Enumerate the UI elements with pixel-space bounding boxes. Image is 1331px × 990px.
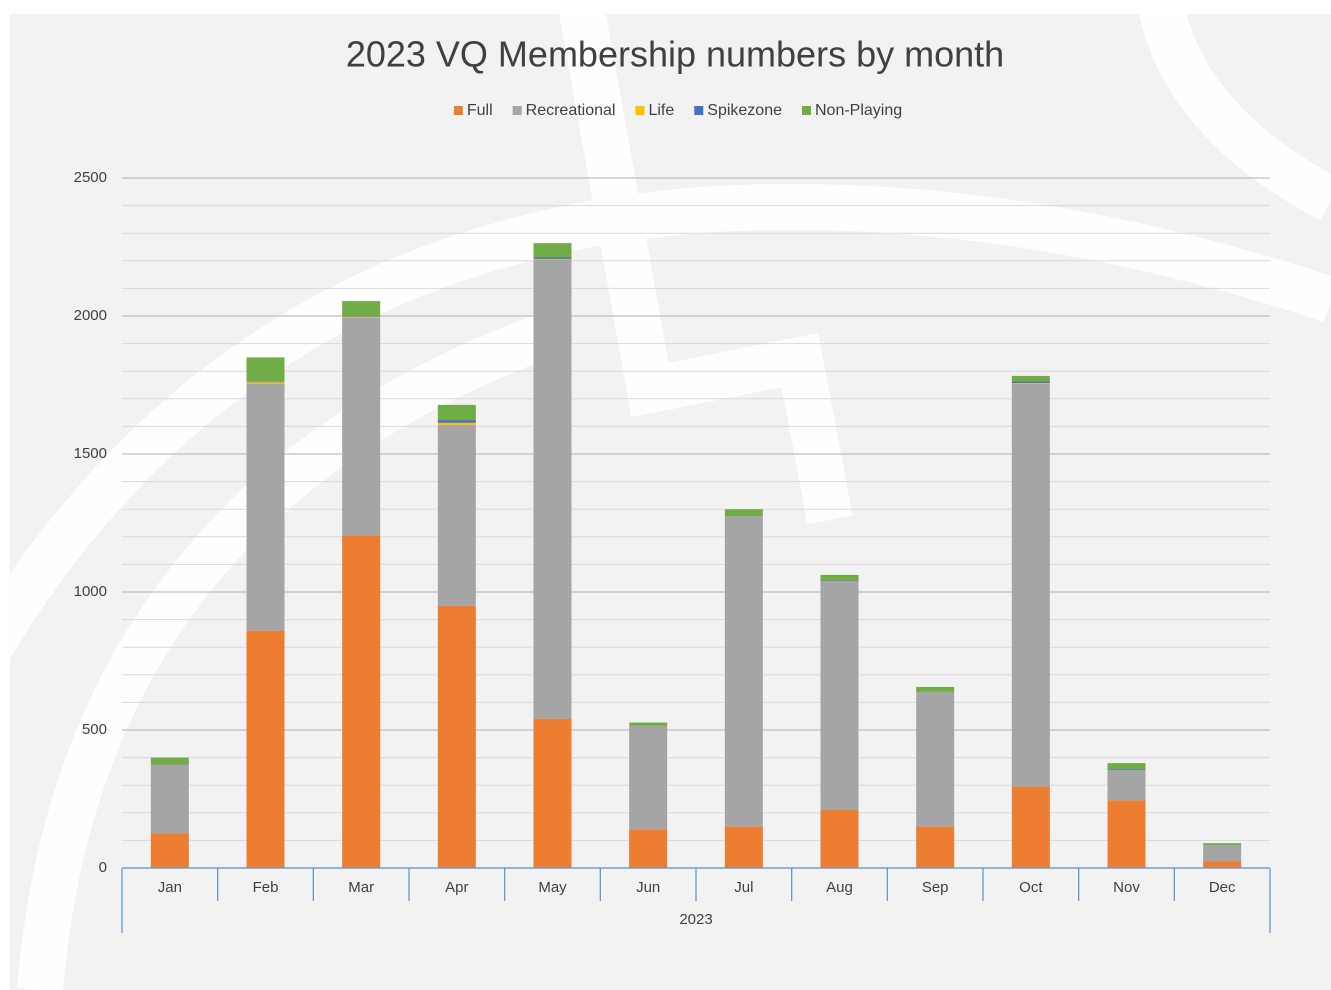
bar-segment — [534, 259, 572, 719]
bar-segment — [342, 317, 380, 535]
bar-segment — [629, 829, 667, 868]
bar-segment — [629, 726, 667, 830]
bar-segment — [247, 382, 285, 383]
bar-segment — [151, 758, 189, 765]
bar-segment — [1012, 381, 1050, 383]
bar-segment — [1203, 845, 1241, 861]
x-tick-label: Apr — [445, 879, 468, 896]
bar-segment — [438, 405, 476, 420]
x-tick-label: Oct — [1019, 879, 1043, 896]
y-tick-label: 0 — [99, 859, 107, 876]
legend-label: Spikezone — [707, 102, 782, 119]
bar-segment — [438, 425, 476, 606]
bar-segment — [1012, 384, 1050, 787]
x-tick-label: Dec — [1209, 879, 1236, 896]
chart-title: 2023 VQ Membership numbers by month — [346, 34, 1004, 75]
bar-segment — [821, 581, 859, 810]
legend-swatch — [454, 106, 463, 115]
bar-segment — [534, 259, 572, 260]
bar-segment — [821, 810, 859, 868]
bar-segment — [1203, 843, 1241, 845]
legend-label: Full — [467, 102, 493, 119]
x-tick-label: May — [538, 879, 567, 896]
x-tick-label: Nov — [1113, 879, 1140, 896]
x-tick-label: Jul — [734, 879, 753, 896]
bar-segment — [1012, 787, 1050, 868]
bar-segment — [1012, 383, 1050, 384]
bar-segment — [725, 509, 763, 516]
bar-segment — [629, 723, 667, 726]
y-tick-label: 2500 — [74, 169, 107, 186]
x-tick-label: Mar — [348, 879, 374, 896]
x-tick-label: Aug — [826, 879, 853, 896]
x-tick-label: Jan — [158, 879, 182, 896]
bar-segment — [916, 827, 954, 868]
bar-segment — [1108, 763, 1146, 769]
group-label: 2023 — [679, 911, 712, 928]
legend-swatch — [802, 106, 811, 115]
bar-segment — [247, 382, 285, 383]
chart: 2023 VQ Membership numbers by month Full… — [0, 0, 1331, 990]
bar-segment — [1108, 770, 1146, 800]
y-tick-label: 1000 — [74, 583, 107, 600]
y-tick-label: 1500 — [74, 445, 107, 462]
legend-swatch — [513, 106, 522, 115]
bar-segment — [916, 687, 954, 692]
bar-segment — [1203, 861, 1241, 868]
bar-segment — [534, 243, 572, 257]
bar-segment — [247, 357, 285, 381]
bar-segment — [821, 575, 859, 581]
legend-swatch — [635, 106, 644, 115]
y-tick-label: 2000 — [74, 307, 107, 324]
bar-segment — [342, 317, 380, 318]
x-tick-label: Jun — [636, 879, 660, 896]
legend-label: Life — [648, 102, 674, 119]
x-tick-label: Feb — [253, 879, 279, 896]
bar-segment — [247, 384, 285, 631]
bar-segment — [725, 516, 763, 827]
bar-segment — [534, 719, 572, 868]
bar-segment — [1108, 800, 1146, 868]
legend-label: Non-Playing — [815, 102, 902, 119]
bar-segment — [151, 834, 189, 869]
bar-segment — [1108, 769, 1146, 770]
bar-segment — [342, 301, 380, 316]
y-tick-label: 500 — [82, 721, 107, 738]
bar-segment — [534, 257, 572, 258]
bar-segment — [725, 827, 763, 868]
bar-segment — [247, 631, 285, 868]
legend-label: Recreational — [526, 102, 616, 119]
bar-segment — [151, 765, 189, 834]
bar-segment — [342, 316, 380, 317]
x-tick-label: Sep — [922, 879, 949, 896]
bar-segment — [438, 606, 476, 868]
bar-segment — [438, 420, 476, 423]
bar-segment — [342, 535, 380, 868]
bar-segment — [438, 423, 476, 425]
bar-segment — [1012, 376, 1050, 382]
page: {"chart_data": {"type": "stacked_bar", "… — [0, 0, 1331, 990]
bar-segment — [821, 580, 859, 581]
bar-segment — [916, 692, 954, 827]
legend-swatch — [694, 106, 703, 115]
